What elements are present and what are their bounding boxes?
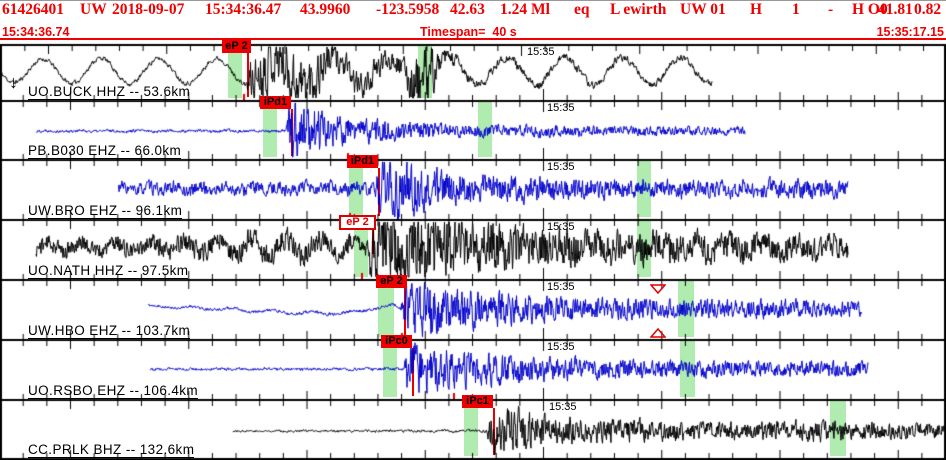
channel-label[interactable]: PB.B030 EHZ -- 66.0km: [28, 143, 182, 159]
phase-pick-label[interactable]: iPc1: [462, 395, 493, 408]
minute-time-label: 15:35: [527, 46, 555, 58]
phase-pick-label[interactable]: eP 2: [339, 215, 376, 230]
phase-pick-label[interactable]: eP 2: [376, 275, 407, 288]
phase-pick-label[interactable]: iPd1: [347, 155, 378, 168]
phase-pick-label[interactable]: iPc0: [381, 335, 412, 348]
channel-label[interactable]: UW.BRO EHZ -- 96.1km: [28, 203, 183, 219]
channel-label[interactable]: UO.NATH HHZ -- 97.5km: [28, 263, 189, 279]
s-marker-up-icon: [649, 325, 667, 343]
phase-pick-label[interactable]: iPd1: [260, 96, 291, 109]
channel-label[interactable]: UO.RSBO EHZ -- 106.4km: [28, 383, 199, 399]
minute-time-label: 15:35: [547, 221, 575, 233]
minute-time-label: 15:35: [549, 401, 577, 413]
minute-time-label: 15:35: [547, 161, 575, 173]
down-arrow-icon: ↓: [9, 72, 18, 92]
phase-pick-label[interactable]: eP 2: [222, 40, 251, 53]
s-marker-down-icon: [649, 281, 667, 299]
channel-label[interactable]: UW.HBO EHZ -- 103.7km: [28, 323, 191, 339]
minute-time-label: 15:35: [547, 281, 575, 293]
channel-label[interactable]: CC.PRLK BHZ -- 132.6km: [28, 442, 195, 458]
channel-label[interactable]: UO.BUCK HHZ -- 53.6km: [28, 84, 191, 100]
minute-time-label: 15:35: [547, 341, 575, 353]
minute-time-label: 15:35: [547, 102, 575, 114]
